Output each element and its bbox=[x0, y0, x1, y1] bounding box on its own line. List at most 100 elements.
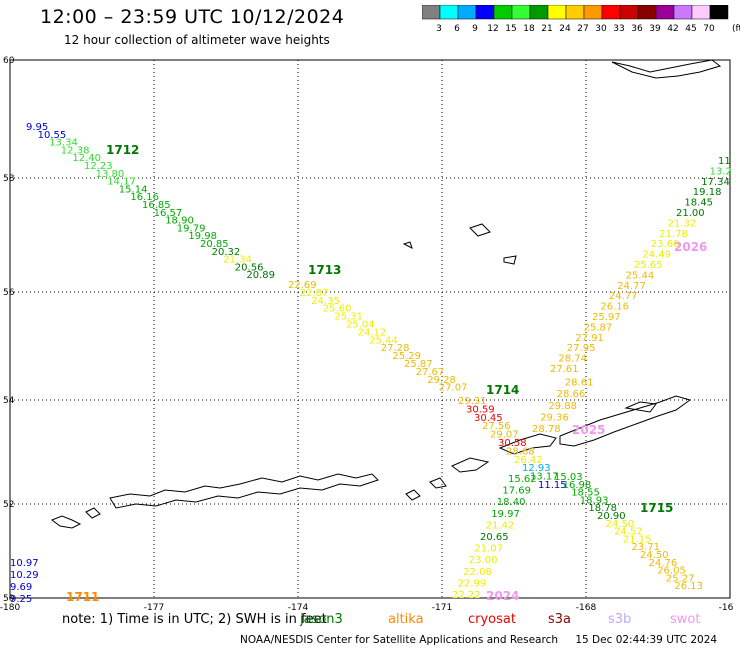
map-title: 12:00 – 23:59 UTC 10/12/2024 bbox=[40, 6, 345, 28]
color-tick-label: 42 bbox=[667, 24, 678, 34]
coastline-segment bbox=[498, 433, 557, 455]
wave-height-value: 28.68 bbox=[506, 446, 535, 457]
wave-height-value: 25.31 bbox=[334, 312, 363, 323]
wave-height-value: 11 bbox=[718, 156, 731, 167]
wave-height-value: 21.15 bbox=[623, 534, 652, 545]
wave-height-value: 25.44 bbox=[626, 270, 655, 281]
wave-height-value: 18.45 bbox=[684, 198, 713, 209]
wave-height-value: 12.38 bbox=[61, 145, 90, 156]
pass-number-label: 2025 bbox=[572, 423, 605, 437]
wave-height-value: 23.00 bbox=[469, 555, 498, 566]
wave-height-value: 21.34 bbox=[223, 255, 252, 266]
wave-height-value: 10.55 bbox=[38, 130, 67, 141]
wave-height-value: 15.62 bbox=[508, 474, 537, 485]
wave-height-value: 29.28 bbox=[427, 375, 456, 386]
wave-height-value: 13.34 bbox=[49, 138, 78, 149]
pass-number-label: 2026 bbox=[674, 240, 707, 254]
wave-height-value: 23.60 bbox=[651, 239, 680, 250]
wave-height-value: 24.76 bbox=[649, 558, 678, 569]
wave-height-value: 19.98 bbox=[188, 231, 217, 242]
wave-height-value: 30.58 bbox=[498, 438, 527, 449]
wave-height-value: 15.03 bbox=[554, 472, 583, 483]
wave-height-value: 25.97 bbox=[592, 312, 621, 323]
wave-height-value: 26.16 bbox=[600, 302, 629, 313]
wave-height-value: 22.22 bbox=[452, 590, 481, 601]
longitude-label: -177 bbox=[144, 603, 164, 612]
footer-agency: NOAA/NESDIS Center for Satellite Applica… bbox=[240, 634, 558, 646]
wave-height-value: 9.25 bbox=[10, 594, 32, 605]
longitude-label: -16 bbox=[719, 603, 734, 612]
wave-height-value: 24.50 bbox=[606, 519, 635, 530]
coastline-segment bbox=[611, 59, 722, 79]
color-tick-label: 45 bbox=[685, 24, 696, 34]
wave-height-value: 17.69 bbox=[502, 486, 531, 497]
wave-height-value: 16.85 bbox=[142, 200, 171, 211]
wave-height-value: 21.78 bbox=[659, 229, 688, 240]
wave-height-value: 20.89 bbox=[246, 270, 275, 281]
wave-height-value: 18.90 bbox=[165, 216, 194, 227]
wave-height-value: 13.2 bbox=[710, 166, 732, 177]
wave-height-value: 25.44 bbox=[369, 335, 398, 346]
wave-height-value: 19.79 bbox=[177, 223, 206, 234]
wave-height-value: 24.12 bbox=[358, 327, 387, 338]
wave-height-value: 21.32 bbox=[668, 218, 697, 229]
wave-height-value: 24.49 bbox=[642, 250, 671, 261]
longitude-label: -180 bbox=[0, 603, 20, 612]
color-tick-label: 3 bbox=[436, 24, 442, 34]
latitude-label: 60 bbox=[3, 56, 15, 66]
wave-height-value: 22.99 bbox=[458, 578, 487, 589]
wave-height-value: 11.15 bbox=[538, 480, 567, 491]
wave-height-value: 9.95 bbox=[26, 122, 48, 133]
wave-height-value: 18.78 bbox=[588, 503, 617, 514]
satellite-legend-entry: jason3 bbox=[300, 612, 343, 627]
axis-labels: -180 -177 -174 -171 -168 -16 60 58 56 54 52 50 bbox=[0, 56, 734, 612]
wave-height-value: 16.98 bbox=[563, 480, 592, 491]
wave-height-value: 30.45 bbox=[474, 413, 503, 424]
wave-height-value: 20.32 bbox=[212, 247, 241, 258]
longitude-label: -168 bbox=[576, 603, 597, 612]
wave-height-value: 27.07 bbox=[439, 383, 468, 394]
wave-height-value: 14.17 bbox=[107, 177, 136, 188]
latitude-label: 56 bbox=[3, 288, 15, 298]
wave-height-value: 28.61 bbox=[565, 378, 594, 389]
pass-number-label: 1711 bbox=[66, 590, 99, 604]
map-frame bbox=[9, 59, 731, 599]
color-tick-label: 9 bbox=[472, 24, 478, 34]
wave-height-value: 28.74 bbox=[558, 354, 587, 365]
wave-height-value: 25.87 bbox=[584, 322, 613, 333]
coastline-segment bbox=[469, 223, 491, 237]
wave-height-value: 12.40 bbox=[72, 153, 101, 164]
wave-height-value: 27.91 bbox=[575, 333, 604, 344]
wave-height-value: 27.67 bbox=[416, 367, 445, 378]
satellite-legend-entry: altika bbox=[388, 612, 424, 627]
wave-height-value: 27.61 bbox=[550, 364, 579, 375]
note-text: note: 1) Time is in UTC; 2) SWH is in fe… bbox=[62, 612, 327, 627]
wave-height-value: 18.55 bbox=[571, 488, 600, 499]
color-tick-label: 27 bbox=[577, 24, 588, 34]
wave-height-value: 20.85 bbox=[200, 239, 229, 250]
wave-height-value: 19.97 bbox=[491, 509, 520, 520]
wave-height-value: 22.87 bbox=[300, 288, 329, 299]
color-tick-label: 6 bbox=[454, 24, 460, 34]
lat-lon-grid bbox=[9, 59, 731, 599]
wave-height-value: 25.27 bbox=[666, 573, 695, 584]
satellite-legend-entry: s3b bbox=[608, 612, 632, 627]
wave-height-value: 19.18 bbox=[693, 187, 722, 198]
coastline-segment bbox=[85, 507, 101, 519]
color-unit-label: (ft) bbox=[732, 24, 740, 34]
wave-height-value: 10.29 bbox=[10, 570, 39, 581]
wave-height-value: 15.14 bbox=[119, 184, 148, 195]
coastline-segment bbox=[402, 241, 413, 249]
wave-height-value: 16.16 bbox=[130, 192, 159, 203]
footer-credit: NOAA/NESDIS Center for Satellite Applica… bbox=[240, 634, 717, 646]
color-swatch bbox=[709, 5, 729, 20]
color-tick-label: 30 bbox=[595, 24, 607, 34]
wave-height-value: 21.00 bbox=[676, 208, 705, 219]
wave-height-value: 24.52 bbox=[614, 527, 643, 538]
coastline-segment bbox=[559, 395, 692, 447]
wave-height-value: 25.04 bbox=[346, 320, 375, 331]
wave-height-value: 22.69 bbox=[288, 280, 317, 291]
wave-height-value: 10.97 bbox=[10, 558, 39, 569]
